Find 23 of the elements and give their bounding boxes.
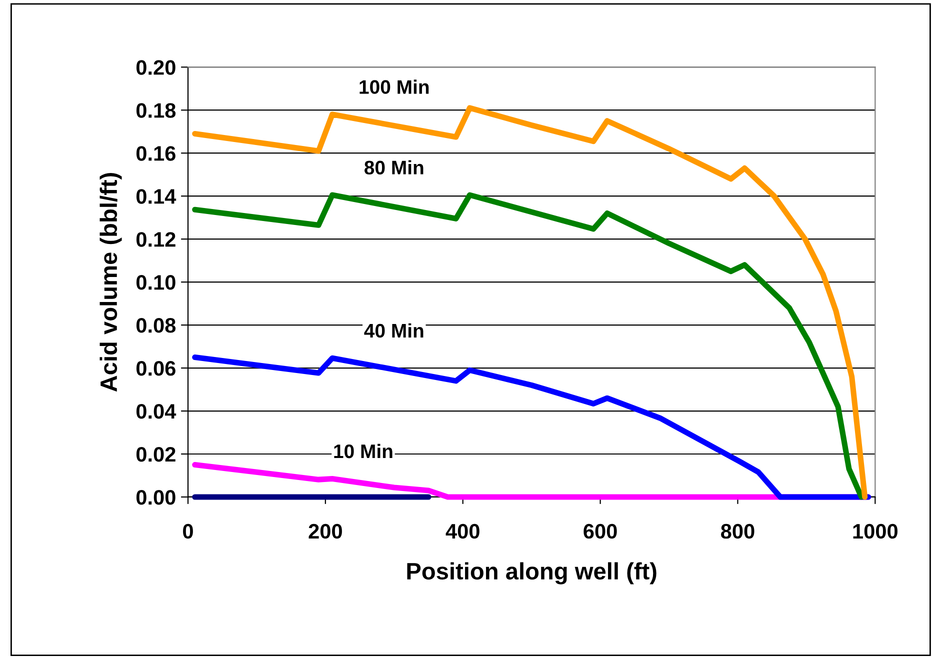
y-tick-label: 0.00 bbox=[136, 490, 176, 505]
x-tick-label: 1000 bbox=[853, 524, 898, 539]
y-axis-title: Acid volume (bbl/ft) bbox=[100, 173, 122, 392]
x-tick-label: 200 bbox=[308, 524, 342, 539]
y-tick-label: 0.18 bbox=[136, 103, 176, 118]
x-tick-label: 400 bbox=[446, 524, 480, 539]
x-tick-label: 800 bbox=[721, 524, 754, 539]
y-tick-label: 0.12 bbox=[136, 232, 176, 247]
x-tick-label: 0 bbox=[183, 524, 193, 539]
y-tick-label: 0.10 bbox=[136, 275, 176, 290]
series-label: 80 Min bbox=[364, 160, 424, 174]
series-label: 40 Min bbox=[364, 323, 424, 338]
series-label: 10 Min bbox=[334, 444, 392, 458]
y-tick-label: 0.06 bbox=[136, 361, 176, 376]
y-tick-label: 0.08 bbox=[136, 318, 176, 333]
x-axis-title: Position along well (ft) bbox=[407, 562, 656, 584]
x-tick-label: 600 bbox=[584, 524, 617, 539]
y-tick-label: 0.02 bbox=[136, 447, 176, 462]
y-tick-label: 0.04 bbox=[136, 404, 176, 419]
y-tick-label: 0.16 bbox=[136, 146, 176, 161]
y-tick-label: 0.20 bbox=[136, 60, 176, 75]
series-label: 100 Min bbox=[360, 80, 429, 94]
y-tick-label: 0.14 bbox=[136, 189, 176, 204]
